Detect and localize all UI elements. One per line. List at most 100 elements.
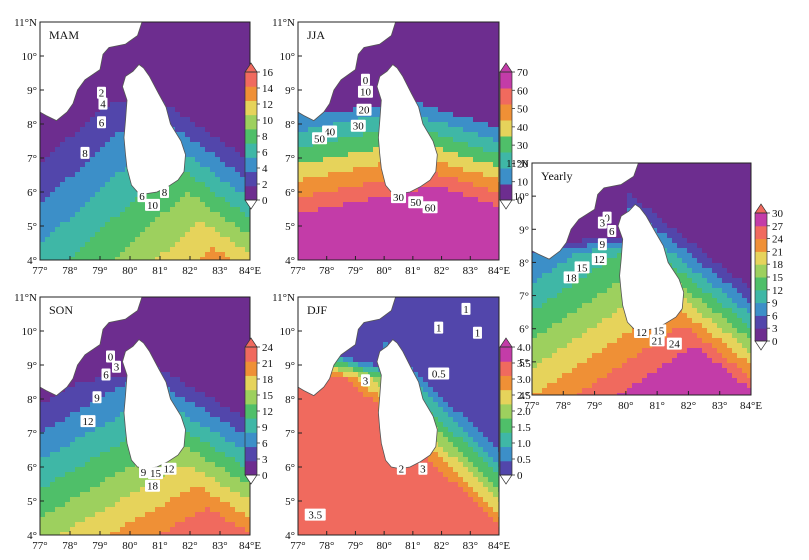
colorbar-segment <box>245 114 257 130</box>
colorbar-segment <box>755 302 767 316</box>
contour-label-bg <box>597 216 607 229</box>
colorbar-segment <box>755 213 767 227</box>
sri-lanka-landmass <box>617 203 685 331</box>
contour-label-bg <box>597 238 607 251</box>
contour-label-bg <box>422 201 438 214</box>
x-tick-label: 83° <box>463 540 478 552</box>
colorbar-tick-label: 24 <box>262 342 274 354</box>
x-tick-label: 78° <box>319 540 334 552</box>
y-tick-label: 9° <box>27 85 37 97</box>
y-tick-label: 7° <box>27 428 37 440</box>
colorbar-tick-label: 30 <box>517 140 529 152</box>
colorbar-tick-label: 18 <box>772 259 784 271</box>
x-tick-label: 84°E <box>740 400 762 412</box>
contour-label: 6 <box>99 117 105 129</box>
colorbar-tick-label: 2.0 <box>517 406 531 418</box>
x-tick-label: 83° <box>712 400 727 412</box>
colorbar-tick-label: 0 <box>262 195 268 207</box>
colorbar-tick-label: 40 <box>517 122 529 134</box>
contour-label-bg <box>461 302 471 315</box>
colorbar-tick-label: 20 <box>517 158 529 170</box>
y-tick-label: 10° <box>22 326 37 338</box>
y-tick-label: 8° <box>27 119 37 131</box>
contour-label: 9 <box>141 467 147 479</box>
colorbar-top-arrow <box>499 337 513 348</box>
y-tick-label: 8° <box>27 394 37 406</box>
contour-label: 50 <box>410 197 422 209</box>
contour-label: 0 <box>108 352 114 364</box>
x-tick-label: 81° <box>649 400 664 412</box>
map-frame <box>531 162 752 396</box>
colorbar-segment <box>500 136 512 153</box>
contour-label: 1 <box>463 304 469 316</box>
x-tick-label: 78° <box>319 265 334 277</box>
colorbar-tick-label: 18 <box>262 374 274 386</box>
colorbar-tick-label: 12 <box>262 406 273 418</box>
contour-label-bg <box>80 415 96 428</box>
y-tick-label: 10° <box>514 191 529 203</box>
contour-label-bg <box>304 508 326 521</box>
contour-label-bg <box>92 391 102 404</box>
x-tick-label: 79° <box>348 540 363 552</box>
contour-label: 10 <box>147 200 159 212</box>
contour-label: 3 <box>600 218 606 230</box>
colorbar-tick-label: 0.5 <box>517 454 531 466</box>
y-tick-label: 11°N <box>272 17 295 29</box>
contour-label-bg <box>418 462 428 475</box>
contour-label: 3 <box>363 375 369 387</box>
contour-label: 15 <box>577 262 589 274</box>
colorbar-segment <box>245 446 257 462</box>
panel-djf: DJF 77° 78° 79° 80° 81° 82° 83° 84°E 4° 5° 6° 7° 8° 9°… <box>272 292 531 552</box>
colorbar-segment <box>500 72 512 89</box>
colorbar-segment <box>245 143 257 158</box>
contour-label: 3.5 <box>308 510 322 522</box>
colorbar-segment <box>245 157 257 173</box>
contour-label: 8 <box>82 148 88 160</box>
contour-label-bg <box>160 186 169 198</box>
colorbar-tick-label: 30 <box>772 208 784 220</box>
contour-label-bg <box>434 321 444 334</box>
x-tick-label: 82° <box>681 400 696 412</box>
colorbar-segment <box>245 86 257 101</box>
colorbar-segment <box>755 264 767 278</box>
y-tick-label: 11°N <box>506 158 529 170</box>
contour-label-bg <box>97 86 106 99</box>
sri-lanka-landmass <box>376 338 438 470</box>
y-tick-label: 10° <box>280 51 295 63</box>
contour-label: 0 <box>363 75 369 87</box>
colorbar-tick-label: 0 <box>772 336 778 348</box>
colorbar-top-arrow <box>499 62 513 73</box>
contour-label-bg <box>112 360 121 373</box>
colorbar-tick-label: 2 <box>262 179 268 191</box>
colorbar-tick-label: 9 <box>772 298 778 310</box>
x-tick-label: 84°E <box>488 265 510 277</box>
colorbar-segment <box>245 171 257 187</box>
colorbar-bottom-arrow <box>499 474 513 485</box>
contour-label-bg <box>101 368 111 381</box>
colorbar-tick-label: 60 <box>517 85 529 97</box>
contour-label-bg <box>161 462 177 475</box>
contour-label: 12 <box>164 464 175 476</box>
colorbar-segment <box>245 128 257 144</box>
colorbar-segment <box>755 238 767 252</box>
colorbar-segment <box>500 446 512 462</box>
contour-label: 4 <box>100 99 106 111</box>
y-tick-label: 10° <box>22 51 37 63</box>
colorbar-segment <box>500 184 512 201</box>
panel-yearly: Yearly 77° 78° 79° 80° 81° 82° 83° 84°E 4° 5° 6° 7° 8… <box>506 158 783 412</box>
x-tick-label: 78° <box>556 400 571 412</box>
x-tick-label: 80° <box>376 265 391 277</box>
contour-label: 9 <box>600 239 606 251</box>
colorbar: 0 10 20 30 40 50 60 70 <box>499 62 529 210</box>
panel-jja: JJA 77° 78° 79° 80° 81° 82° 83° 84°E 4° 5° 6° 7° 8° 9°… <box>272 17 528 277</box>
colorbar-segment <box>245 460 257 476</box>
colorbar-bottom-arrow <box>499 199 513 210</box>
contour-label-bg <box>106 350 115 363</box>
contour-label: 30 <box>393 192 405 204</box>
y-tick-label: 7° <box>27 153 37 165</box>
sri-lanka-landmass <box>376 63 438 195</box>
contour-label-bg <box>396 462 406 475</box>
x-tick-label: 77° <box>32 265 47 277</box>
x-tick-label: 77° <box>290 540 305 552</box>
